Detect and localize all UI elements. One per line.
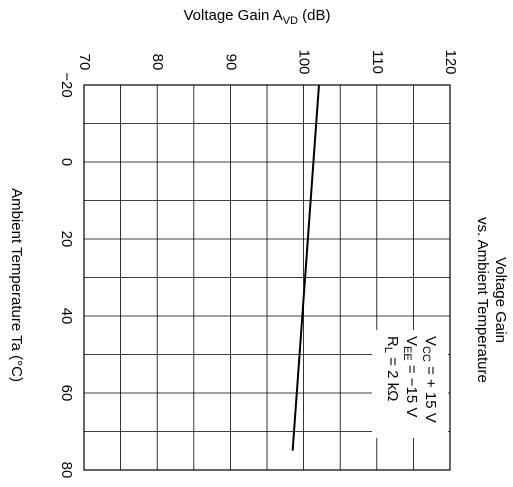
- annotation-sub: L: [382, 347, 394, 353]
- y-tick-label: 90: [222, 54, 239, 71]
- annotation: RL = 2 kΩ: [382, 336, 401, 401]
- chart-title: Voltage Gain: [492, 257, 509, 343]
- x-tick-label: −20: [58, 72, 75, 97]
- annotation-box: [372, 330, 448, 438]
- chart-title: vs. Ambient Temperature: [474, 217, 491, 383]
- plot-frame: [83, 84, 451, 471]
- x-tick-label: 40: [58, 308, 75, 325]
- x-tick-label: 60: [58, 385, 75, 402]
- x-tick-label: 20: [58, 231, 75, 248]
- annotation-sub: CC: [420, 346, 432, 362]
- annotation: VEE = −15 V: [401, 336, 420, 417]
- annotation-text: V: [422, 336, 439, 346]
- data-line: [291, 84, 320, 451]
- annotation-rest: = + 15 V: [422, 362, 439, 423]
- y-tick-label: 100: [296, 49, 313, 74]
- y-tick-label: 120: [442, 49, 459, 74]
- y-axis-title-rest: (dB): [298, 7, 331, 24]
- x-axis-title: Ambient Temperature Ta (°C): [8, 188, 25, 382]
- y-tick-label: 110: [369, 50, 386, 74]
- annotation-sub: EE: [401, 346, 413, 361]
- annotation-rest: = 2 kΩ: [384, 353, 401, 401]
- annotation-rest: = −15 V: [403, 361, 420, 418]
- annotation-text: V: [403, 336, 420, 346]
- y-axis-title: Voltage Gain AVD (dB): [183, 7, 330, 27]
- annotation: VCC = + 15 V: [420, 336, 439, 423]
- y-tick-label: 80: [149, 54, 166, 71]
- x-tick-label: 80: [58, 462, 75, 479]
- y-axis-title-text: Voltage Gain A: [183, 7, 282, 24]
- y-axis-title-sub: VD: [283, 15, 298, 27]
- x-tick-label: 0: [58, 158, 75, 166]
- annotation-text: R: [384, 336, 401, 347]
- y-tick-label: 70: [76, 54, 93, 71]
